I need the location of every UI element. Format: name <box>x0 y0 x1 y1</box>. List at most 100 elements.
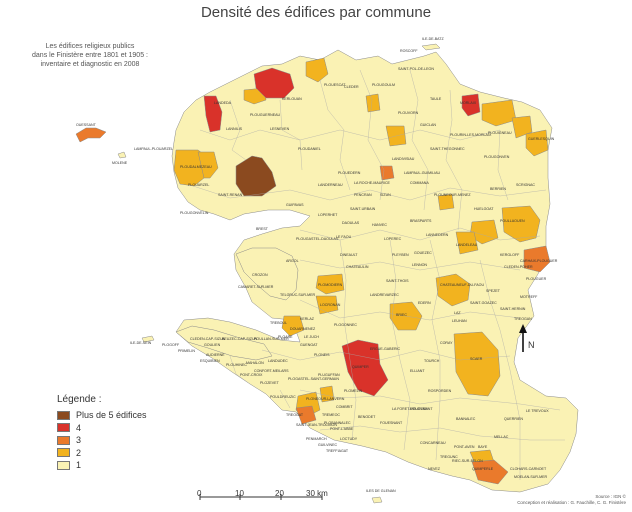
label-gouezec: GOUEZEC <box>414 251 432 255</box>
label-landeleau: LANDELEAU <box>456 243 478 247</box>
legend-swatch-4 <box>57 423 70 432</box>
legend-label: 4 <box>76 422 82 433</box>
label-riec: RIEC-SUR-BELON <box>452 459 483 463</box>
map-subtitle: Les édifices religieux publics dans le F… <box>24 42 156 69</box>
label-chateaulin: CHATEAULIN <box>346 265 369 269</box>
source-line-1: Source : IGN © <box>595 494 626 499</box>
label-ile-de-batz: ILE-DE-BATZ <box>422 37 445 41</box>
label-plougonvelin: PLOUGONVELIN <box>180 211 209 215</box>
label-daoulas: DAOULAS <box>342 221 360 225</box>
commune-d3 <box>295 405 317 425</box>
island-ouessant <box>75 127 107 143</box>
label-plouguerneau: PLOUGUERNEAU <box>250 113 281 117</box>
scale-bar-graphic <box>199 494 323 500</box>
label-ouessant: OUESSANT <box>76 123 97 127</box>
label-combrit: COMBRIT <box>336 405 353 409</box>
label-roscoff: ROSCOFF <box>400 49 418 53</box>
label-hanvec: HANVEC <box>372 223 387 227</box>
label-nevez: NEVEZ <box>428 467 441 471</box>
label-plouedern: PLOUEDERN <box>338 171 361 175</box>
subtitle-line-3: inventaire et diagnostic en 2008 <box>40 61 140 68</box>
label-tregunc: TREGUNC <box>440 455 458 459</box>
legend-label: 1 <box>76 460 82 470</box>
label-commana: COMMANA <box>410 181 429 185</box>
legend-item: 2 <box>57 447 147 459</box>
label-crozon: CROZON <box>252 273 268 277</box>
label-ergue: ERGUE-GABERIC <box>370 347 401 351</box>
label-plouescat: PLOUESCAT <box>324 83 346 87</box>
commune-d2 <box>315 273 345 295</box>
commune-d2 <box>501 205 541 243</box>
subtitle-line-2: dans le Finistère entre 1801 et 1905 : <box>32 52 148 59</box>
commune-boundaries <box>189 69 565 480</box>
label-ploudalmezeau: PLOUDALMEZEAU <box>180 165 212 169</box>
commune-d3 <box>471 459 509 485</box>
label-la-roche: LA ROCHE-MAURICE <box>354 181 391 185</box>
label-ile-de-sein: ILE-DE-SEIN <box>130 341 152 345</box>
label-pluguffan: PLUGUFFAN <box>318 373 340 377</box>
legend-swatch-5plus <box>57 410 70 420</box>
legend-item: 4 <box>57 422 147 434</box>
legend-item: Plus de 5 édifices <box>57 409 147 421</box>
label-plouigneau: PLOUIGNEAU <box>488 131 512 135</box>
label-telgruc: TELGRUC-SUR-MER <box>280 293 316 297</box>
legend-item: 1 <box>57 459 147 471</box>
label-treffiagat: TREFFIAGAT <box>326 449 349 453</box>
label-quimperle: QUIMPERLE <box>472 467 494 471</box>
label-benodet: BENODET <box>358 415 376 419</box>
label-coray: CORAY <box>440 341 453 345</box>
label-loperec: LOPEREC <box>384 237 402 241</box>
commune-d2 <box>281 315 305 337</box>
label-pouldreuzic: POULDREUZIC <box>270 395 296 399</box>
label-ploneour-lanvern: PLONEOUR-LANVERN <box>306 397 345 401</box>
commune-d5plus <box>235 155 277 197</box>
commune-d4 <box>203 95 223 133</box>
commune-d2 <box>319 385 335 403</box>
label-cleder: CLEDER <box>344 85 359 89</box>
label-goulien: GOULIEN <box>204 343 221 347</box>
label-guengat: GUENGAT <box>300 343 318 347</box>
island-glenan <box>371 496 383 504</box>
label-plogoff: PLOGOFF <box>162 343 180 347</box>
label-tremeoc: TREMEOC <box>322 413 340 417</box>
label-kerlaz: KERLAZ <box>300 317 315 321</box>
label-plomodiern: PLOMODIERN <box>318 283 343 287</box>
label-moelan: MOELAN-SUR-MER <box>514 475 548 479</box>
label-le-trevoux: LE TREVOUX <box>526 409 549 413</box>
label-pleyben: PLEYBEN <box>392 253 409 257</box>
label-landudec: LANDUDEC <box>268 359 288 363</box>
label-ploare: PLOARE <box>278 335 293 339</box>
label-plomelin: PLOMELIN <box>344 389 363 393</box>
label-pont-croix: PONT-CROIX <box>240 373 263 377</box>
label-plourin: PLOURIN-LES-MORLAIX <box>450 133 492 137</box>
map-title: Densité des édifices par commune <box>200 4 432 21</box>
commune-d2 <box>197 151 219 179</box>
label-querrien: QUERRIEN <box>504 417 523 421</box>
label-cleden-poher: CLEDEN-POHER <box>504 265 533 269</box>
label-plougonven: PLOUGONVEN <box>484 155 510 159</box>
label-rosporden: ROSPORDEN <box>428 389 452 393</box>
label-sizun: SIZUN <box>380 193 391 197</box>
label-plozevet: PLOZEVET <box>260 381 280 385</box>
label-guipavas: GUIPAVAS <box>286 203 304 207</box>
label-guiclan: GUICLAN <box>420 123 436 127</box>
label-audierne: AUDIERNE <box>206 353 225 357</box>
commune-labels: ILE-DE-BATZ ILE-DE-SEIN ILES DE GLENAN L… <box>76 37 558 493</box>
label-taule: TAULE <box>430 97 442 101</box>
legend-swatch-3 <box>57 435 70 445</box>
label-pencran: PENCRAN <box>354 193 372 197</box>
commune-d2 <box>511 115 533 139</box>
label-plouguer: PLOUGUER <box>526 277 547 281</box>
label-plouhinec: PLOUHINEC <box>226 363 247 367</box>
commune-d2 <box>437 193 455 211</box>
label-cleden: CLEDEN-CAP-SIZUN <box>190 337 226 341</box>
label-plougoulm: PLOUGOULM <box>372 83 395 87</box>
label-huelgoat: HUELGOAT <box>474 207 494 211</box>
label-saint-renan: SAINT-RENAN <box>218 193 243 197</box>
commune-d4 <box>461 93 481 117</box>
label-kerlouan: KERLOUAN <box>282 97 302 101</box>
legend-title: Légende : <box>57 394 102 405</box>
label-camaret: CAMARET-SUR-MER <box>238 285 274 289</box>
legend: Légende : Plus de 5 édifices 4 3 2 1 <box>57 394 147 472</box>
